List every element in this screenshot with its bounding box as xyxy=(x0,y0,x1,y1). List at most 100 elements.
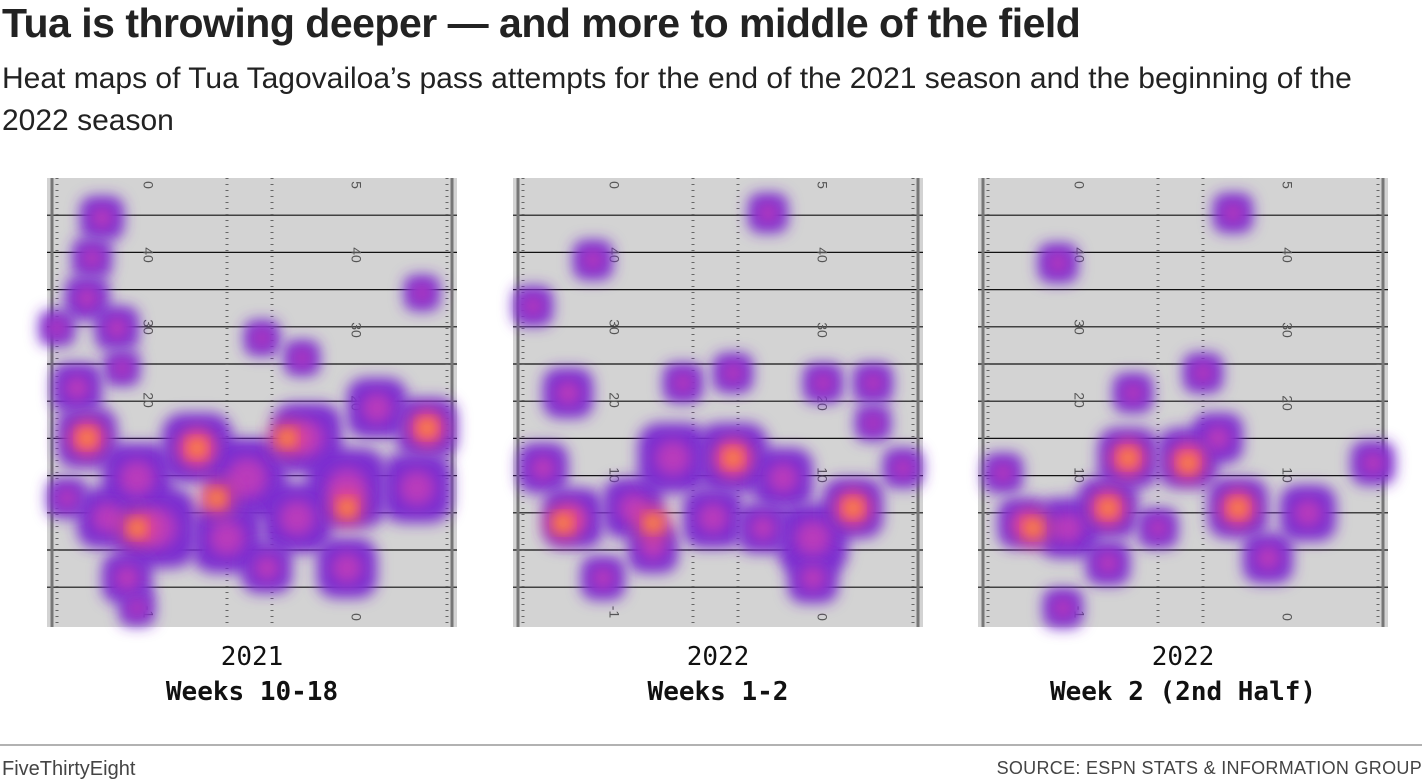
heat-core xyxy=(750,515,776,541)
heat-core xyxy=(253,329,271,347)
heat-core xyxy=(1123,383,1143,403)
heat-peak xyxy=(80,431,94,445)
heat-peak xyxy=(420,421,434,435)
yard-number: 30 xyxy=(140,319,156,335)
heat-core xyxy=(413,284,431,302)
heat-core xyxy=(332,553,362,583)
heat-core xyxy=(1148,518,1168,538)
heat-peak xyxy=(340,501,354,515)
heat-core xyxy=(698,503,728,533)
heat-core xyxy=(227,458,267,498)
yard-number: 30 xyxy=(348,322,364,338)
yard-number: 10 xyxy=(1279,467,1295,483)
yard-number: 0 xyxy=(1279,613,1295,621)
heat-core xyxy=(640,535,666,561)
yard-number: 0 xyxy=(814,613,830,621)
yard-number: 0 xyxy=(140,181,156,189)
heat-core xyxy=(92,503,122,533)
yard-number: 10 xyxy=(1071,467,1087,483)
heat-core xyxy=(523,296,543,316)
heat-core xyxy=(655,440,691,476)
heat-peak xyxy=(130,521,144,535)
yard-number: 30 xyxy=(814,322,830,338)
heat-peak xyxy=(1121,451,1135,465)
source: SOURCE: ESPN STATS & INFORMATION GROUP xyxy=(996,758,1422,778)
heat-core xyxy=(82,248,102,268)
heat-core xyxy=(209,520,245,556)
heat-map xyxy=(983,193,1395,628)
yard-number: 20 xyxy=(140,392,156,408)
panel-year: 2022 xyxy=(687,642,750,672)
heat-core xyxy=(1097,552,1119,574)
heat-core xyxy=(555,380,581,406)
yard-number: 30 xyxy=(1279,322,1295,338)
heat-core xyxy=(1255,545,1281,571)
heat-core xyxy=(1193,363,1213,383)
yard-number: 5 xyxy=(1279,181,1295,189)
yard-number: 40 xyxy=(140,247,156,263)
heat-core xyxy=(279,500,315,536)
heat-core xyxy=(76,287,98,309)
heat-peak xyxy=(556,516,570,530)
heat-peak xyxy=(726,451,740,465)
yard-number: 40 xyxy=(1279,247,1295,263)
heat-core xyxy=(48,319,66,337)
title: Tua is throwing deeper — and more to mid… xyxy=(2,0,1081,46)
heat-core xyxy=(1053,598,1073,618)
heat-peak xyxy=(210,491,224,505)
yard-number: 0 xyxy=(348,613,364,621)
heat-core xyxy=(993,463,1013,483)
yard-number: 20 xyxy=(1071,392,1087,408)
panel-label: Weeks 10-18 xyxy=(166,677,338,707)
yard-number: 10 xyxy=(814,467,830,483)
panel-year: 2021 xyxy=(221,642,284,672)
heat-core xyxy=(583,250,603,270)
heat-core xyxy=(399,470,435,506)
heat-core xyxy=(1362,452,1384,474)
yard-number: 20 xyxy=(606,392,622,408)
heat-core xyxy=(673,373,693,393)
heat-core xyxy=(362,393,392,423)
heat-map xyxy=(39,196,457,626)
panel-year: 2022 xyxy=(1152,642,1215,672)
panel-label: Week 2 (2nd Half) xyxy=(1050,677,1316,707)
heat-peak xyxy=(1101,501,1115,515)
heat-core xyxy=(293,349,311,367)
heat-core xyxy=(1223,203,1243,223)
heat-core xyxy=(592,567,614,589)
heat-core xyxy=(813,373,833,393)
heat-core xyxy=(128,599,146,617)
heat-core xyxy=(893,458,913,478)
heat-core xyxy=(768,463,798,493)
heat-peak xyxy=(646,516,660,530)
heat-core xyxy=(530,455,556,481)
heat-core xyxy=(119,460,155,496)
field xyxy=(978,178,1388,627)
heat-core xyxy=(1053,513,1083,543)
heat-core xyxy=(1205,425,1231,451)
heat-peak xyxy=(190,441,204,455)
brand: FiveThirtyEight xyxy=(2,758,136,780)
heat-core xyxy=(254,555,280,581)
yard-number: 0 xyxy=(606,181,622,189)
yard-number: 30 xyxy=(606,319,622,335)
heat-core xyxy=(57,488,77,508)
heat-core xyxy=(106,317,128,339)
heat-core xyxy=(1048,253,1068,273)
heat-peak xyxy=(1026,521,1040,535)
heat-peak xyxy=(1181,456,1195,470)
heat-map xyxy=(513,193,923,603)
heat-core xyxy=(64,375,90,401)
heat-core xyxy=(864,414,882,432)
heat-peak xyxy=(1231,501,1245,515)
heat-core xyxy=(795,520,831,556)
heat-peak xyxy=(280,431,294,445)
panel-label: Weeks 1-2 xyxy=(648,677,789,707)
heat-core xyxy=(800,565,826,591)
yard-number: 20 xyxy=(1279,395,1295,411)
yard-number: 30 xyxy=(1071,319,1087,335)
